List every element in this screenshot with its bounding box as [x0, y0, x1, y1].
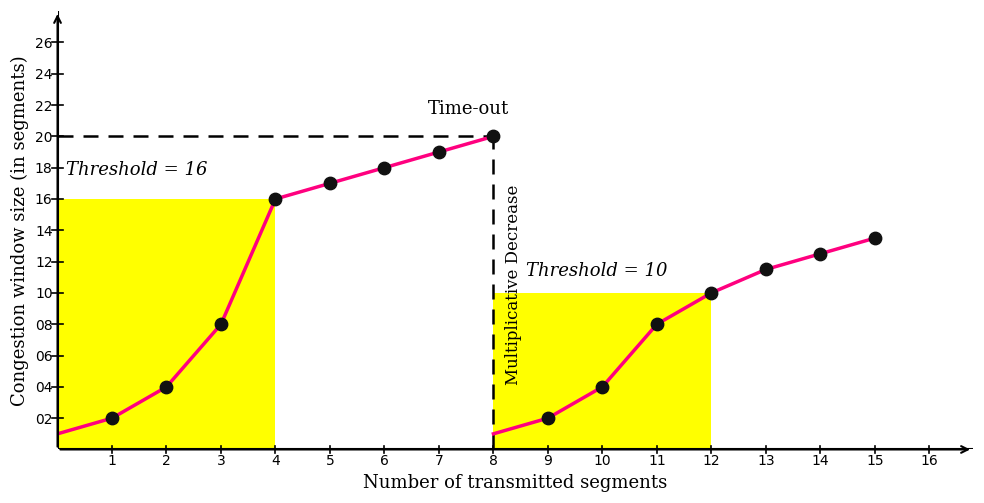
- Point: [704, 289, 719, 297]
- Point: [322, 179, 338, 187]
- Point: [813, 250, 829, 258]
- Text: Time-out: Time-out: [428, 100, 510, 118]
- Point: [485, 132, 501, 140]
- Point: [649, 320, 665, 328]
- Point: [377, 163, 393, 172]
- Point: [104, 414, 120, 422]
- Text: Threshold = 16: Threshold = 16: [66, 160, 208, 179]
- X-axis label: Number of transmitted segments: Number of transmitted segments: [363, 474, 667, 492]
- Point: [431, 148, 447, 156]
- Point: [867, 234, 883, 242]
- Text: Multiplicative Decrease: Multiplicative Decrease: [506, 185, 523, 385]
- Point: [758, 266, 773, 274]
- Point: [540, 414, 556, 422]
- Y-axis label: Congestion window size (in segments): Congestion window size (in segments): [11, 55, 30, 405]
- Bar: [493, 293, 711, 450]
- Point: [268, 195, 283, 203]
- Point: [158, 383, 174, 391]
- Text: Threshold = 10: Threshold = 10: [526, 263, 667, 280]
- Point: [594, 383, 610, 391]
- Point: [214, 320, 229, 328]
- Bar: [57, 199, 276, 450]
